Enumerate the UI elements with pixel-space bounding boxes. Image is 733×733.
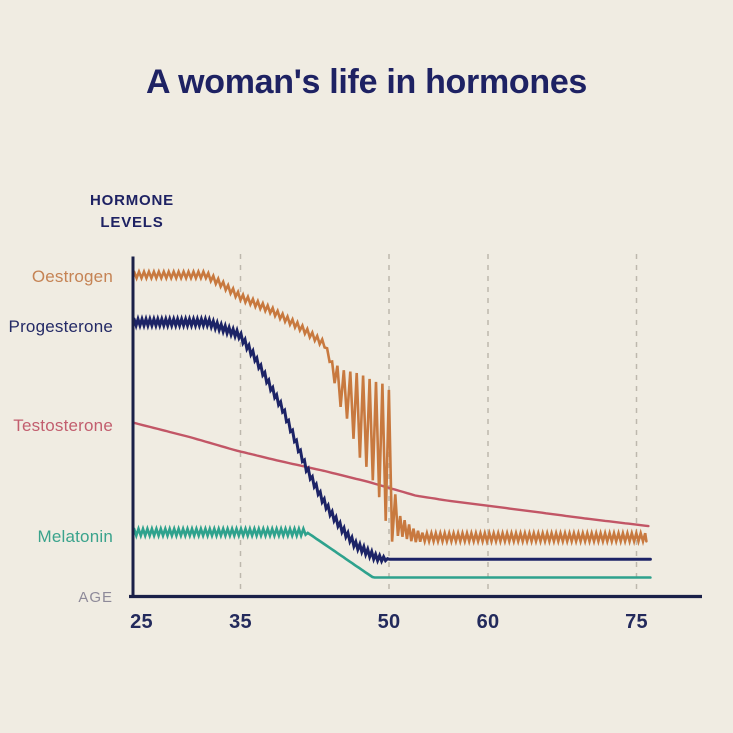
x-tick-25: 25 (130, 611, 153, 633)
axes-layer (129, 256, 702, 599)
legend-label-melatonin: Melatonin (37, 527, 113, 546)
chart-title: A woman's life in hormones (145, 63, 588, 101)
series-line-progesterone (132, 313, 652, 566)
x-tick-75: 75 (625, 611, 648, 633)
series-layer (132, 268, 652, 579)
legend-label-progesterone: Progesterone (8, 317, 113, 336)
x-axis-title: AGE (78, 589, 113, 606)
x-tick-60: 60 (476, 611, 500, 633)
x-tick-50: 50 (377, 611, 401, 633)
y-axis-title: HORMONE LEVELS (90, 192, 174, 231)
legend-label-oestrogen: Oestrogen (31, 267, 113, 286)
series-line-melatonin (132, 524, 652, 579)
x-tick-35: 35 (229, 611, 252, 633)
legend-label-testosterone: Testosterone (13, 416, 113, 435)
series-line-oestrogen (132, 268, 648, 547)
